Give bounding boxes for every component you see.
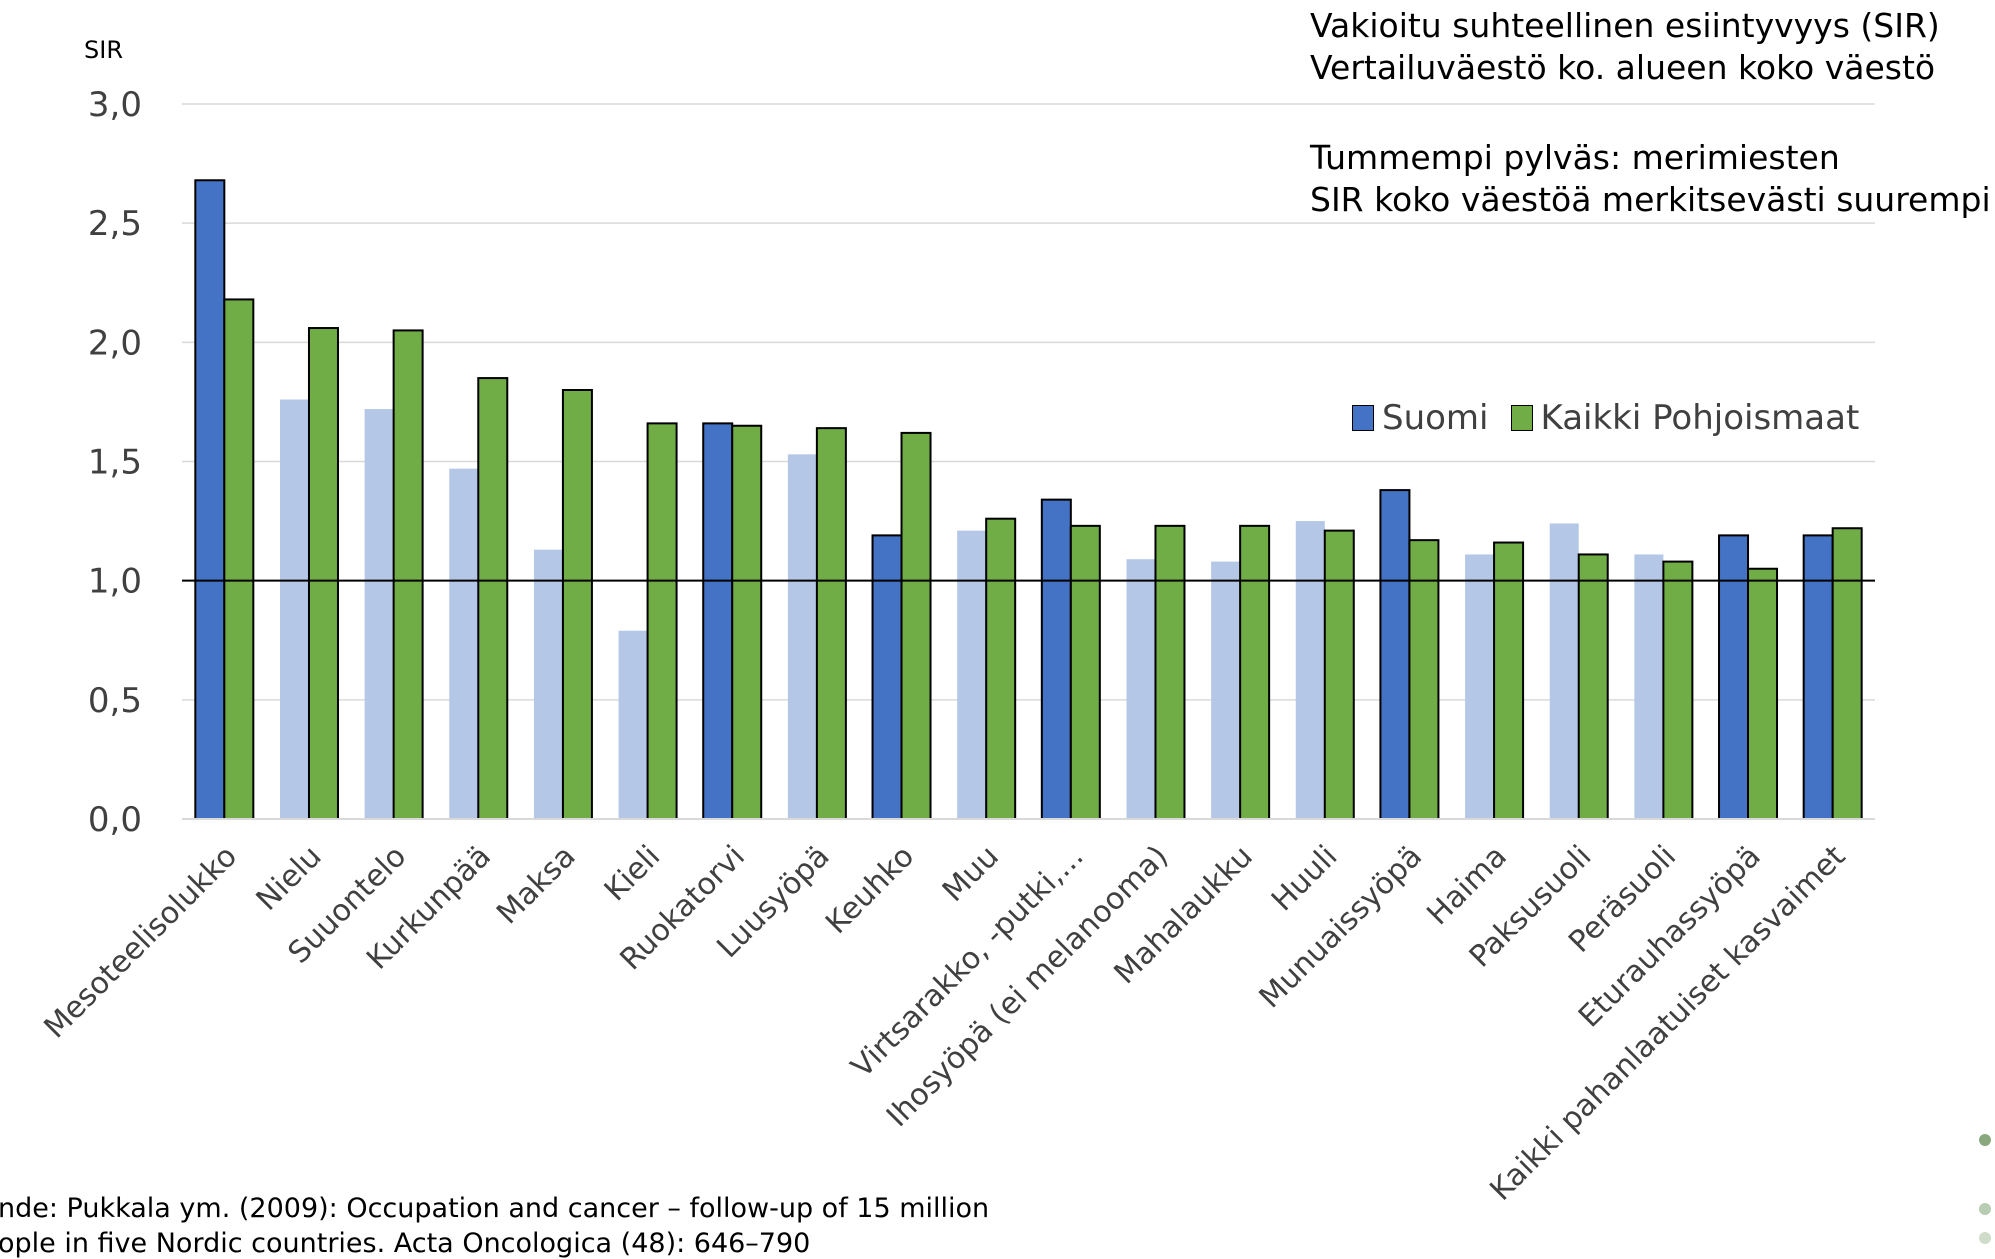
bar-pohjoismaat	[1831, 527, 1863, 820]
decorative-dot	[1979, 1232, 1991, 1244]
bar-pohjoismaat	[1408, 539, 1440, 821]
annotation-title-line-1: Vakioitu suhteellinen esiintyvyys (SIR)	[1310, 6, 1940, 45]
bar-pohjoismaat	[1747, 567, 1779, 820]
bar-pohjoismaat	[561, 389, 593, 820]
bar-pohjoismaat	[223, 298, 255, 820]
bar-suomi	[1295, 521, 1325, 819]
annotation-title-line-2: Vertailuväestö ko. alueen koko väestö	[1310, 48, 1936, 87]
decorative-dot	[1979, 1134, 1991, 1146]
bar-suomi	[1802, 534, 1834, 821]
bar-suomi	[1379, 489, 1411, 820]
y-tick-label: 3,0	[88, 85, 142, 125]
y-axis-title: SIR	[84, 36, 123, 64]
legend-label-pohjoismaat: Kaikki Pohjoismaat	[1540, 398, 1860, 438]
annotation-note-line-2: SIR koko väestöä merkitsevästi suurempi	[1310, 180, 1991, 219]
x-tick-label: Keuhko	[819, 839, 921, 941]
y-tick-label: 0,5	[88, 681, 142, 721]
bar-pohjoismaat	[1323, 529, 1355, 820]
y-tick-label: 1,0	[88, 562, 142, 602]
bar-suomi	[871, 534, 903, 821]
x-tick-label: Kieli	[598, 839, 667, 908]
bar-suomi	[702, 422, 734, 820]
source-line-2: ople in five Nordic countries. Acta Onco…	[0, 1228, 811, 1259]
y-tick-label: 2,0	[88, 323, 142, 363]
x-tick-label: Muu	[936, 839, 1006, 909]
bar-pohjoismaat	[477, 377, 509, 820]
x-tick-label: Mesoteelisolukko	[37, 839, 244, 1046]
bar-suomi	[449, 468, 479, 819]
annotation-note-line-1: Tummempi pylväs: merimiesten	[1310, 138, 1840, 177]
bar-pohjoismaat	[1154, 524, 1186, 820]
bar-pohjoismaat	[1662, 560, 1694, 820]
bar-suomi	[1549, 523, 1579, 819]
x-tick-label: Nielu	[250, 839, 329, 918]
bar-suomi	[618, 630, 648, 819]
source-line-1: nde: Pukkala ym. (2009): Occupation and …	[0, 1193, 990, 1224]
bar-suomi	[1465, 554, 1495, 819]
x-tick-label: Maksa	[490, 839, 582, 931]
bar-suomi	[194, 179, 226, 820]
bar-suomi	[533, 549, 563, 819]
bar-pohjoismaat	[1577, 553, 1609, 820]
bar-pohjoismaat	[392, 329, 424, 820]
bar-suomi	[957, 530, 987, 819]
bar-pohjoismaat	[1493, 541, 1525, 820]
bar-suomi	[1211, 561, 1241, 819]
bar-suomi	[1718, 534, 1750, 821]
bar-suomi	[279, 399, 309, 819]
bar-pohjoismaat	[646, 422, 678, 820]
y-tick-label: 1,5	[88, 443, 142, 483]
legend: Suomi Kaikki Pohjoismaat	[1352, 398, 1881, 438]
y-tick-label: 0,0	[88, 800, 142, 840]
bar-pohjoismaat	[815, 427, 847, 820]
bar-pohjoismaat	[1239, 524, 1271, 820]
bar-pohjoismaat	[900, 431, 932, 820]
bar-pohjoismaat	[731, 424, 763, 820]
legend-swatch-pohjoismaat	[1510, 405, 1533, 431]
bar-suomi	[364, 409, 394, 819]
decorative-dot	[1979, 1203, 1991, 1215]
bar-suomi	[1126, 559, 1156, 819]
y-tick-label: 2,5	[88, 204, 142, 244]
legend-item-pohjoismaat: Kaikki Pohjoismaat	[1510, 398, 1860, 438]
legend-item-suomi: Suomi	[1352, 398, 1489, 438]
bar-pohjoismaat	[307, 327, 339, 820]
bar-pohjoismaat	[985, 517, 1017, 820]
legend-swatch-suomi	[1352, 405, 1374, 431]
legend-label-suomi: Suomi	[1382, 398, 1489, 438]
bar-suomi	[1634, 554, 1664, 819]
bar-suomi	[1040, 498, 1072, 820]
x-tick-label: Huuli	[1265, 839, 1344, 918]
bar-pohjoismaat	[1069, 524, 1101, 820]
bar-suomi	[787, 454, 817, 819]
